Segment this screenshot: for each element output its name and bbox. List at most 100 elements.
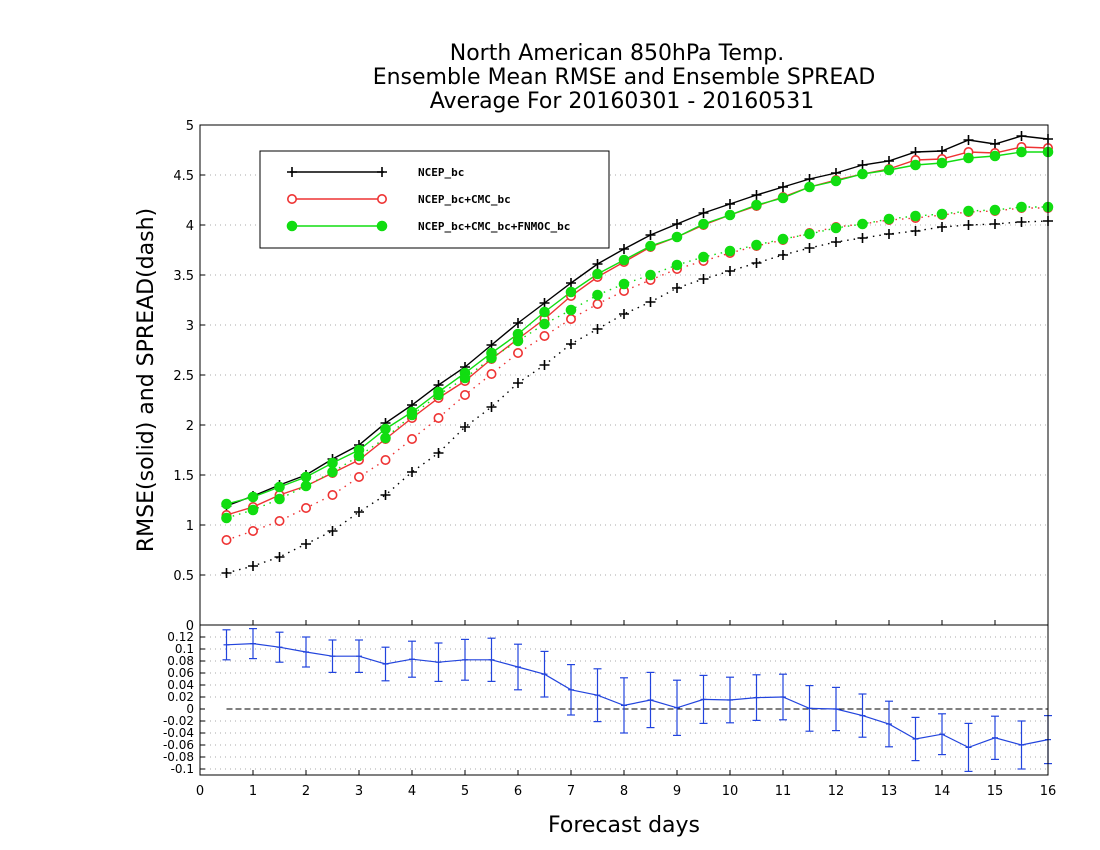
series-1-spread-point <box>380 454 391 465</box>
series-1-spread-point <box>300 502 311 513</box>
series-2-spread-point <box>486 352 497 364</box>
error-bar <box>938 713 946 756</box>
error-bar <box>328 639 337 674</box>
series-0-rmse-point <box>513 318 523 328</box>
series-2-spread-point <box>300 480 312 492</box>
series-0-spread-point <box>327 526 338 536</box>
series-0-rmse-point <box>698 208 709 218</box>
error-bar <box>779 673 787 721</box>
x-tick-label: 11 <box>775 784 792 799</box>
series-0-spread-point <box>751 258 762 268</box>
series-2-spread-point <box>274 493 285 505</box>
legend-marker-a-2-point <box>286 220 298 232</box>
series-1-spread-point <box>274 515 285 526</box>
series-1-spread-line <box>226 207 1048 541</box>
series-0-spread-point <box>433 448 444 458</box>
series-1-spread-point <box>592 298 603 309</box>
series-2-spread-point <box>857 218 868 230</box>
series-0-spread-point <box>884 229 894 239</box>
series-2-spread-point <box>910 210 921 222</box>
lower-y-ticks: 0.120.10.080.060.040.020-0.02-0.04-0.06-… <box>163 630 205 776</box>
series-2-spread-point <box>804 228 815 240</box>
series-0-rmse-point <box>857 160 868 170</box>
series-0-spread-point <box>1016 217 1027 227</box>
series-2-spread-point <box>698 251 709 263</box>
error-bar <box>646 671 655 729</box>
series-0-spread-point <box>221 568 232 578</box>
series-0-spread-point <box>274 552 285 562</box>
error-bar <box>964 722 973 773</box>
series-0-spread-point <box>645 297 656 307</box>
series-1-spread-point <box>539 330 550 341</box>
series-0-spread-point <box>460 422 470 432</box>
legend-marker-b-2-point <box>376 220 388 232</box>
upper-y-tick-label: 0.5 <box>173 569 194 584</box>
series-1-spread-point <box>221 534 232 545</box>
series-0-rmse-point <box>778 182 788 192</box>
series-0-spread-point <box>301 539 311 549</box>
upper-y-tick-label: 5 <box>186 119 194 134</box>
error-bar <box>302 636 310 668</box>
lower-y-tick-label: 0.06 <box>167 666 194 680</box>
series-2-spread-point <box>512 335 524 347</box>
series-2-spread-point <box>883 213 895 225</box>
series-0-spread-point <box>592 324 603 334</box>
series-1-spread-point <box>486 368 497 379</box>
error-bar <box>408 640 416 678</box>
legend-marker-b-0-point <box>377 167 387 177</box>
series-0-spread-point <box>990 219 1000 229</box>
legend-marker-b-1-point <box>376 194 387 205</box>
error-bar <box>885 700 893 748</box>
x-tick-label: 0 <box>196 784 204 799</box>
series-2-rmse-point <box>247 491 259 503</box>
series-2-spread-point <box>380 432 391 444</box>
series-2-spread-point <box>724 245 736 257</box>
upper-y-ticks: 0.5 1 1.5 2 2.5 3 3.5 4 4.5 5 0 <box>173 119 205 634</box>
lower-y-tick-label: -0.04 <box>163 726 194 740</box>
error-bar <box>832 686 840 732</box>
series-0-spread-point <box>937 222 947 232</box>
series-2-rmse-point <box>327 457 338 469</box>
error-bar <box>222 629 231 661</box>
series-2-rmse-point <box>380 423 391 435</box>
error-bar <box>593 668 602 723</box>
series-2-rmse-point <box>857 168 868 180</box>
series-0-spread-point <box>566 339 576 349</box>
series-2-rmse-point <box>724 209 736 221</box>
legend-marker-a-1-point <box>286 194 297 205</box>
series-1-spread-point <box>353 471 364 482</box>
series-2-spread-point <box>618 278 630 290</box>
x-tick-label: 8 <box>620 784 628 799</box>
upper-y-tick-label: 1 <box>186 519 194 534</box>
error-bar <box>249 627 257 660</box>
series-2-rmse-point <box>1016 146 1027 158</box>
series-0-spread-point <box>857 233 868 243</box>
series-0-spread-point <box>698 274 709 284</box>
error-bar <box>726 676 734 724</box>
error-bar <box>805 684 814 732</box>
series-0-rmse-point <box>672 219 682 229</box>
lower-y-tick-label: 0.04 <box>167 678 194 692</box>
series-0-rmse-point <box>539 298 550 308</box>
series-2-rmse-point <box>830 175 842 187</box>
lower-y-tick-label: 0.12 <box>167 630 194 644</box>
series-2-spread-point <box>433 389 444 401</box>
lower-y-tick-label: -0.02 <box>163 714 194 728</box>
error-bar <box>381 646 390 682</box>
series-2-rmse-point <box>698 218 709 230</box>
series-2-spread-point <box>565 304 577 316</box>
lower-y-tick-label: -0.06 <box>163 738 194 752</box>
x-tick-label: 4 <box>408 784 416 799</box>
series-2-rmse-point <box>777 192 789 204</box>
series-2-spread-point <box>247 504 259 516</box>
error-bar <box>275 631 284 663</box>
error-bar <box>434 642 443 683</box>
series-1-spread-point <box>327 489 338 500</box>
series-2-spread-point <box>830 222 842 234</box>
series-0-spread-point <box>910 226 921 236</box>
x-tick-label: 12 <box>828 784 845 799</box>
lower-y-tick-label: 0.08 <box>167 654 194 668</box>
series-0-spread-point <box>963 220 974 230</box>
series-2-spread-point <box>963 205 974 217</box>
series-2-rmse-point <box>274 481 285 493</box>
